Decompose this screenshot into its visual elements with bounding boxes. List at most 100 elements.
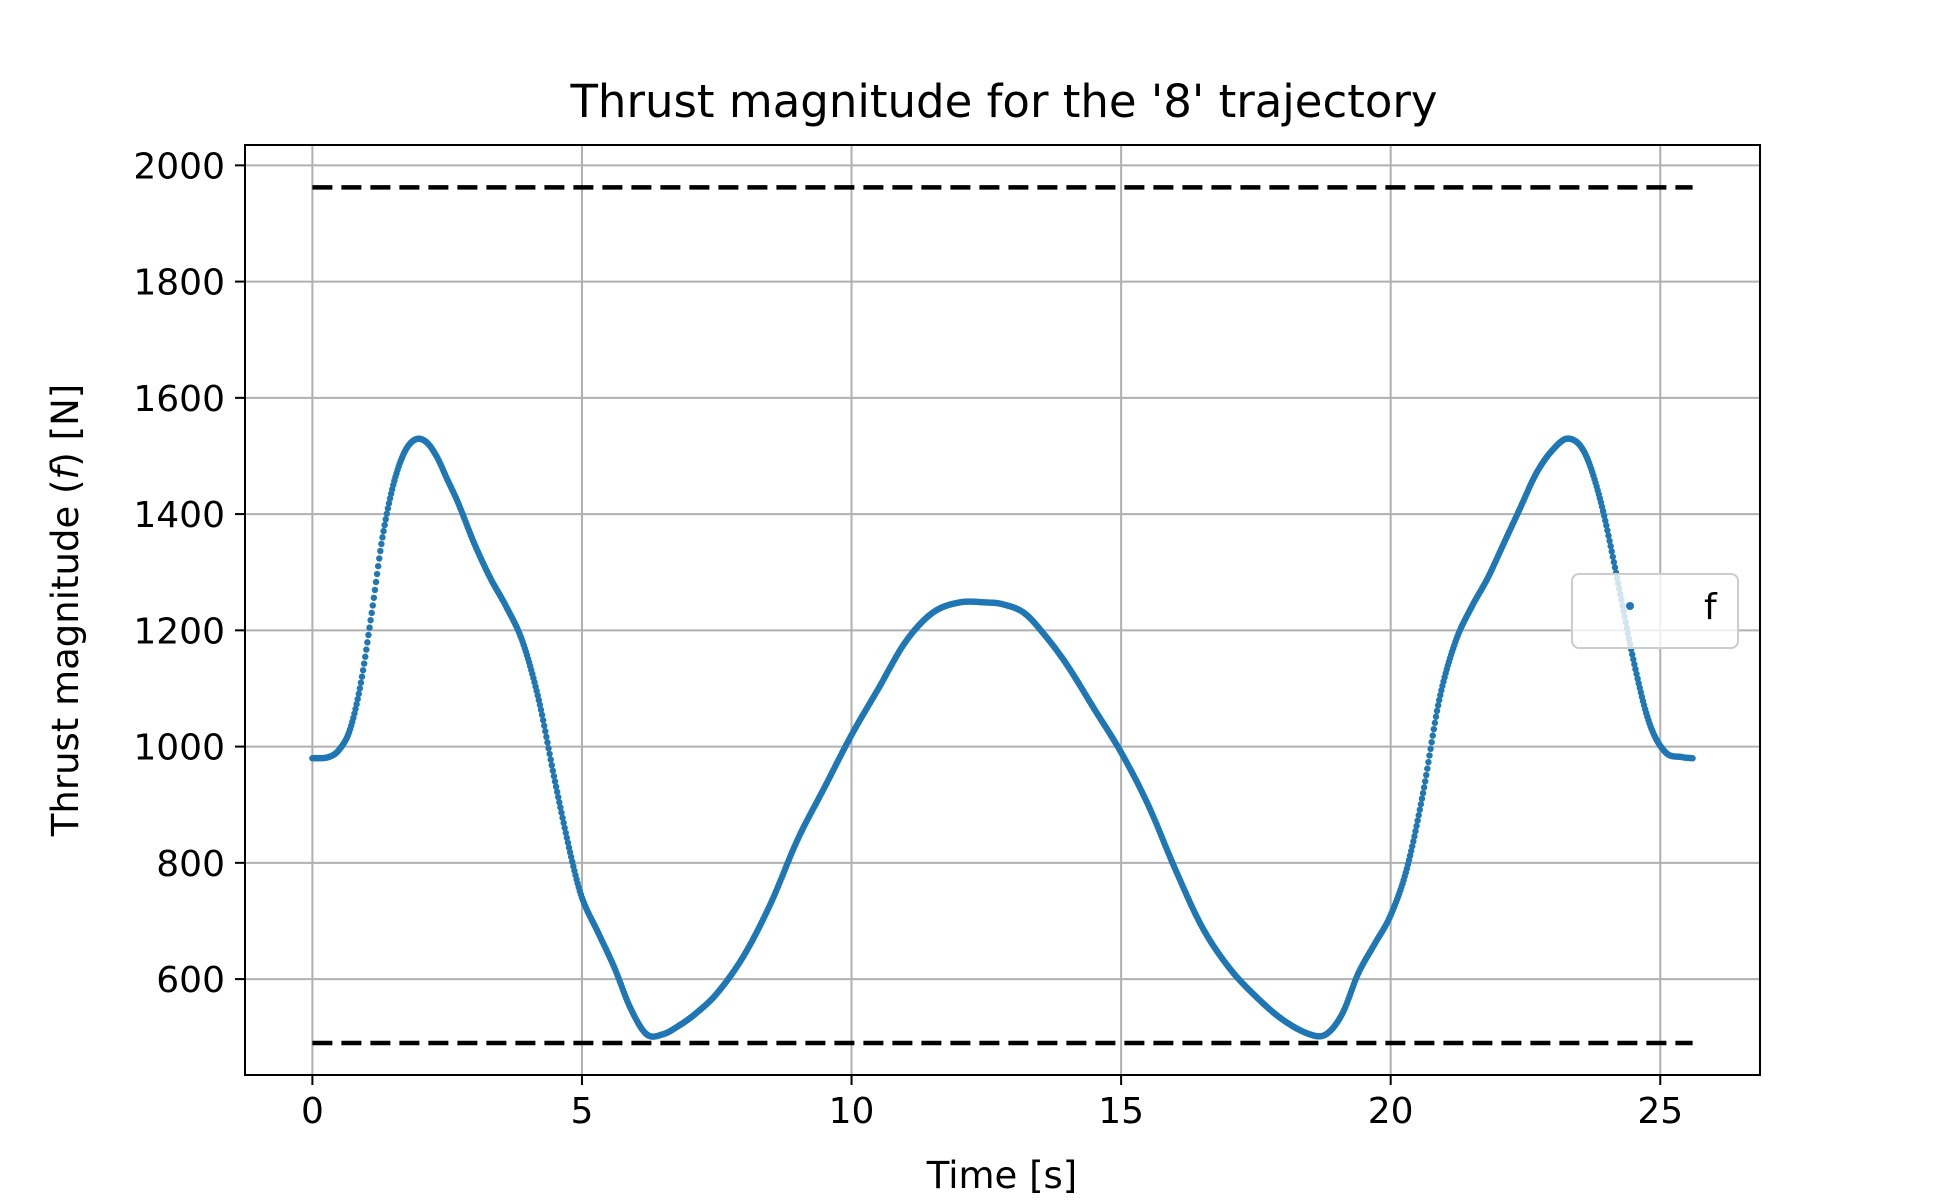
- data-point: [359, 667, 367, 674]
- x-tick-label: 15: [1098, 1091, 1144, 1132]
- data-point: [1416, 806, 1424, 813]
- y-tick-label: 1600: [133, 379, 225, 420]
- data-point: [1417, 801, 1425, 808]
- data-point: [1421, 778, 1429, 785]
- data-point: [1608, 548, 1615, 555]
- data-point: [549, 767, 557, 774]
- data-point: [352, 705, 359, 713]
- data-point: [369, 602, 376, 609]
- data-point: [1433, 707, 1441, 715]
- plot-frame: [244, 144, 1761, 1076]
- data-point: [1604, 527, 1611, 534]
- x-tick-label: 10: [829, 1091, 875, 1132]
- data-point: [365, 631, 372, 639]
- data-point: [370, 594, 378, 601]
- data-point: [378, 540, 385, 548]
- y-tick-label: 2000: [133, 146, 225, 187]
- data-point: [542, 728, 549, 735]
- legend-marker: [1626, 602, 1634, 610]
- data-point: [1414, 817, 1421, 824]
- data-point: [548, 761, 555, 769]
- data-point: [1607, 542, 1614, 550]
- data-point: [545, 745, 552, 752]
- x-axis-label: Time [s]: [926, 1154, 1077, 1197]
- data-point: [385, 500, 393, 507]
- legend-label-f: f: [1704, 587, 1718, 628]
- data-point: [1411, 833, 1418, 840]
- data-point: [1418, 795, 1426, 802]
- y-tick-label: 1000: [133, 728, 225, 769]
- data-point: [380, 527, 387, 535]
- data-point: [1630, 656, 1637, 663]
- data-point: [1419, 789, 1427, 797]
- y-tick-label: 1800: [133, 263, 225, 304]
- data-point: [372, 578, 380, 586]
- data-point: [1434, 702, 1442, 709]
- y-tick-label: 600: [156, 960, 225, 1001]
- data-point: [377, 547, 384, 555]
- data-point: [1605, 532, 1612, 539]
- data-point: [1424, 765, 1431, 772]
- y-tick-label: 1400: [133, 495, 225, 536]
- x-axis: 0 5 10 15 20 25: [301, 1075, 1683, 1132]
- data-point: [1432, 713, 1440, 720]
- data-point: [356, 685, 364, 692]
- data-point: [1631, 661, 1638, 668]
- data-point: [1611, 564, 1619, 571]
- data-point: [1689, 755, 1696, 762]
- legend: f: [1571, 573, 1739, 649]
- x-tick-label: 20: [1368, 1091, 1414, 1132]
- data-point: [374, 562, 382, 570]
- data-point: [565, 844, 573, 851]
- data-point: [1423, 771, 1430, 779]
- data-point: [1427, 745, 1434, 753]
- data-point: [536, 701, 544, 709]
- data-point: [561, 824, 568, 832]
- series-f: [309, 435, 1696, 1040]
- data-point: [543, 733, 550, 741]
- data-point: [555, 793, 562, 801]
- data-point: [384, 505, 392, 512]
- data-point: [382, 516, 389, 523]
- data-point: [564, 839, 572, 846]
- data-point: [1413, 822, 1420, 830]
- data-point: [557, 804, 564, 811]
- data-point: [357, 679, 365, 686]
- x-tick-label: 25: [1637, 1091, 1683, 1132]
- data-point: [1412, 828, 1419, 835]
- data-point: [553, 788, 561, 796]
- bound-lines: [312, 185, 1693, 1046]
- legend-box: [1571, 573, 1739, 649]
- data-point: [538, 711, 546, 719]
- chart-title: Thrust magnitude for the '8' trajectory: [569, 75, 1437, 128]
- data-point: [1409, 843, 1416, 850]
- data-point: [364, 639, 371, 646]
- data-point: [379, 534, 386, 541]
- grid: [245, 145, 1760, 1075]
- data-point: [537, 706, 545, 714]
- data-point: [546, 750, 553, 758]
- data-point: [544, 739, 551, 746]
- data-point: [366, 624, 373, 631]
- data-point: [358, 673, 366, 680]
- y-tick-label: 1200: [133, 611, 225, 652]
- data-point: [363, 646, 370, 653]
- data-point: [1428, 738, 1435, 746]
- data-point: [1407, 847, 1415, 855]
- data-point: [371, 586, 379, 594]
- x-tick-label: 0: [301, 1091, 324, 1132]
- data-point: [1425, 758, 1432, 766]
- data-point: [368, 609, 375, 617]
- data-point: [1609, 553, 1617, 560]
- data-point: [552, 783, 560, 790]
- data-point: [1436, 696, 1443, 704]
- data-point: [559, 814, 566, 821]
- data-point: [551, 778, 559, 785]
- y-axis-label: Thrust magnitude (f) [N]: [44, 384, 87, 837]
- data-point: [1410, 838, 1417, 845]
- data-point: [1629, 651, 1636, 658]
- data-point: [360, 660, 368, 667]
- data-point: [1610, 558, 1618, 566]
- data-point: [535, 696, 543, 704]
- data-point: [1415, 812, 1422, 819]
